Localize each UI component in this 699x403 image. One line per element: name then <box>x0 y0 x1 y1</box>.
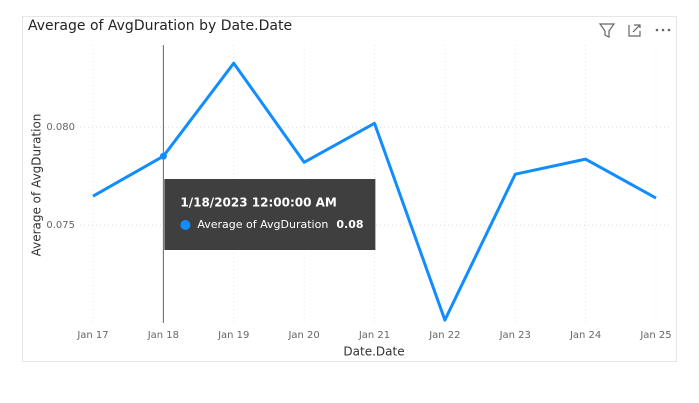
x-tick-label: Jan 21 <box>358 330 390 341</box>
x-axis-label: Date.Date <box>343 345 404 359</box>
x-tick-label: Jan 23 <box>499 330 531 341</box>
filter-icon[interactable] <box>598 23 616 38</box>
tooltip-title: 1/18/2023 12:00:00 AM <box>180 196 337 210</box>
x-tick-label: Jan 17 <box>76 330 108 341</box>
tooltip: 1/18/2023 12:00:00 AM Average of AvgDurat… <box>164 179 376 250</box>
x-tick-label: Jan 24 <box>569 330 601 341</box>
y-axis-label: Average of AvgDuration <box>30 114 44 257</box>
x-tick-label: Jan 19 <box>217 330 249 341</box>
chart-title: Average of AvgDuration by Date.Date <box>28 18 292 34</box>
tooltip-value: 0.08 <box>336 218 363 231</box>
x-tick-label: Jan 18 <box>147 330 179 341</box>
tooltip-label: Average of AvgDuration <box>197 218 328 231</box>
x-tick-label: Jan 25 <box>639 330 671 341</box>
line <box>92 61 657 322</box>
hover-point <box>159 152 167 160</box>
x-tick-label: Jan 20 <box>287 330 319 341</box>
focus-icon[interactable] <box>628 24 641 37</box>
tooltip-box <box>164 179 376 250</box>
x-tick-label: Jan 22 <box>428 330 460 341</box>
more-icon[interactable] <box>655 28 671 32</box>
y-tick-label: 0.075 <box>46 220 75 231</box>
y-tick-label: 0.080 <box>46 122 75 133</box>
tooltip-swatch <box>180 220 191 230</box>
